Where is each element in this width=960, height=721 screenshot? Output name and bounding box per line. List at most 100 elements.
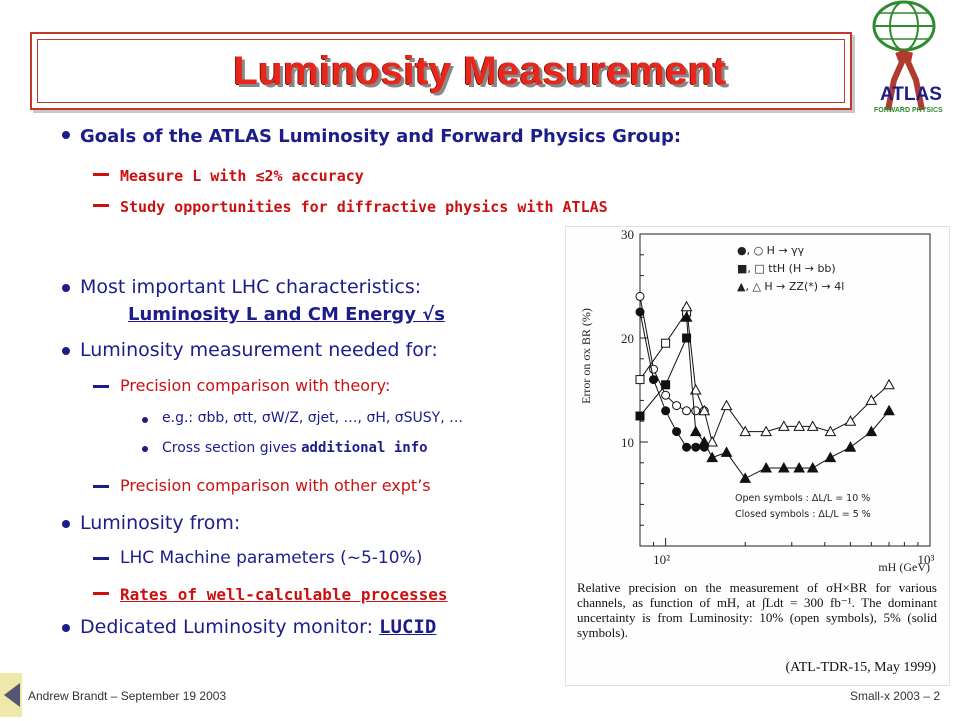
luminosity-from-heading: Luminosity from: — [80, 512, 241, 534]
legend-entry: ●, ○ H → γγ — [737, 244, 805, 257]
data-point — [635, 375, 645, 385]
legend-entry: ■, □ ttH (H → bb) — [737, 262, 836, 275]
bullet-marker — [142, 417, 148, 423]
dash-marker — [93, 557, 109, 560]
monitor-line: Dedicated Luminosity monitor: LUCID — [80, 616, 436, 638]
logo-subtext: FORWARD PHYSICS — [874, 107, 943, 114]
footer-right: Small-x 2003 – 2 — [849, 689, 940, 703]
x-axis-label: mH (GeV) — [878, 560, 930, 574]
data-point — [661, 380, 671, 390]
dash-marker — [93, 485, 109, 488]
data-point — [760, 461, 772, 473]
left-arrow-icon — [4, 683, 20, 707]
data-point — [691, 406, 701, 416]
bullet-marker — [62, 347, 70, 355]
bullet-marker — [62, 520, 70, 528]
figure-panel — [565, 226, 950, 686]
logo-text: ATLAS — [880, 84, 942, 105]
figure-reference: (ATL-TDR-15, May 1999) — [785, 660, 936, 675]
series-line — [686, 317, 890, 480]
data-point — [706, 435, 719, 447]
data-point — [682, 333, 692, 343]
y-tick-label: 30 — [621, 227, 634, 242]
data-point — [865, 425, 878, 437]
precision-chart: 10 20 30 10² 10³ Error on σx BR (%) mH (GeV) ●,… — [579, 227, 935, 574]
data-point — [883, 404, 895, 416]
data-point — [691, 442, 701, 452]
data-point — [661, 390, 671, 400]
footer-left: Andrew Brandt – September 19 2003 — [28, 689, 227, 703]
dash-marker — [93, 385, 109, 388]
from-item-rates: Rates of well-calculable processes — [120, 585, 448, 604]
data-point — [865, 394, 878, 405]
cross-section-note-text: Cross section gives — [162, 440, 302, 456]
data-point — [635, 411, 645, 421]
data-point — [635, 291, 645, 301]
data-point — [777, 461, 790, 473]
data-point — [672, 427, 682, 437]
monitor-label: Dedicated Luminosity monitor: — [80, 616, 380, 638]
dash-marker — [93, 592, 109, 595]
bullet-marker — [62, 624, 70, 632]
data-point — [680, 300, 693, 312]
dash-marker — [93, 204, 109, 207]
data-point — [706, 451, 719, 463]
figure-caption: Relative precision on the measurement of… — [577, 580, 937, 640]
lhc-characteristics-values: Luminosity L and CM Energy √s — [128, 304, 445, 325]
data-point — [739, 425, 752, 437]
goal-item-accuracy: Measure L with ≲2% accuracy — [120, 167, 364, 185]
cross-section-note-emphasis: additional info — [301, 440, 428, 456]
x-tick-label: 10² — [653, 552, 670, 567]
data-point — [720, 446, 733, 457]
atlas-logo: ATLAS FORWARD PHYSICS — [872, 0, 943, 114]
data-point — [824, 451, 837, 463]
data-point — [682, 442, 692, 452]
data-point — [635, 307, 645, 317]
data-point — [844, 441, 857, 452]
data-point — [760, 425, 772, 437]
previous-slide-button[interactable] — [0, 673, 22, 717]
lhc-characteristics-heading: Most important LHC characteristics: — [80, 276, 422, 298]
lucid-link[interactable]: LUCID — [379, 616, 437, 638]
data-point — [672, 401, 682, 411]
x-tick-label: 10³ — [918, 552, 935, 567]
series-line — [686, 306, 890, 444]
data-point — [777, 420, 790, 431]
legend-entry: ▲, △ H → ZZ(*) → 4l — [737, 280, 844, 293]
data-point — [682, 406, 692, 416]
data-point — [649, 375, 659, 385]
data-point — [661, 406, 671, 416]
data-point — [739, 472, 752, 483]
data-point — [793, 461, 806, 473]
data-point — [806, 461, 819, 473]
slide-title: Luminosity Measurement — [233, 49, 727, 93]
data-point — [844, 415, 857, 426]
data-point — [720, 399, 733, 411]
goals-heading: Goals of the ATLAS Luminosity and Forwar… — [80, 126, 682, 147]
plot-frame — [639, 233, 931, 547]
data-point — [698, 404, 711, 416]
bullet-marker — [62, 284, 70, 292]
legend-note: Open symbols : ΔL/L = 10 % — [735, 493, 870, 504]
data-point — [680, 311, 693, 322]
needed-item-experiments: Precision comparison with other expt’s — [120, 476, 431, 495]
data-point — [698, 435, 711, 447]
needed-item-theory: Precision comparison with theory: — [120, 376, 391, 395]
title-frame — [30, 32, 852, 110]
bullet-marker — [62, 131, 70, 139]
dash-marker — [93, 173, 109, 176]
y-tick-label: 20 — [621, 331, 634, 346]
cross-section-note: Cross section gives additional info — [162, 440, 428, 456]
needed-heading: Luminosity measurement needed for: — [80, 339, 438, 361]
goal-item-diffractive: Study opportunities for diffractive phys… — [120, 198, 608, 216]
bullet-marker — [142, 446, 148, 452]
data-point — [806, 420, 819, 431]
cross-section-examples: e.g.: σbb, σtt, σW/Z, σjet, …, σH, σSUSY… — [162, 410, 464, 426]
data-point — [689, 383, 702, 395]
data-point — [661, 338, 671, 348]
data-point — [793, 420, 806, 431]
data-point — [883, 378, 895, 390]
data-point — [824, 425, 837, 437]
from-item-machine: LHC Machine parameters (~5-10%) — [120, 548, 423, 568]
y-tick-label: 10 — [621, 435, 634, 450]
